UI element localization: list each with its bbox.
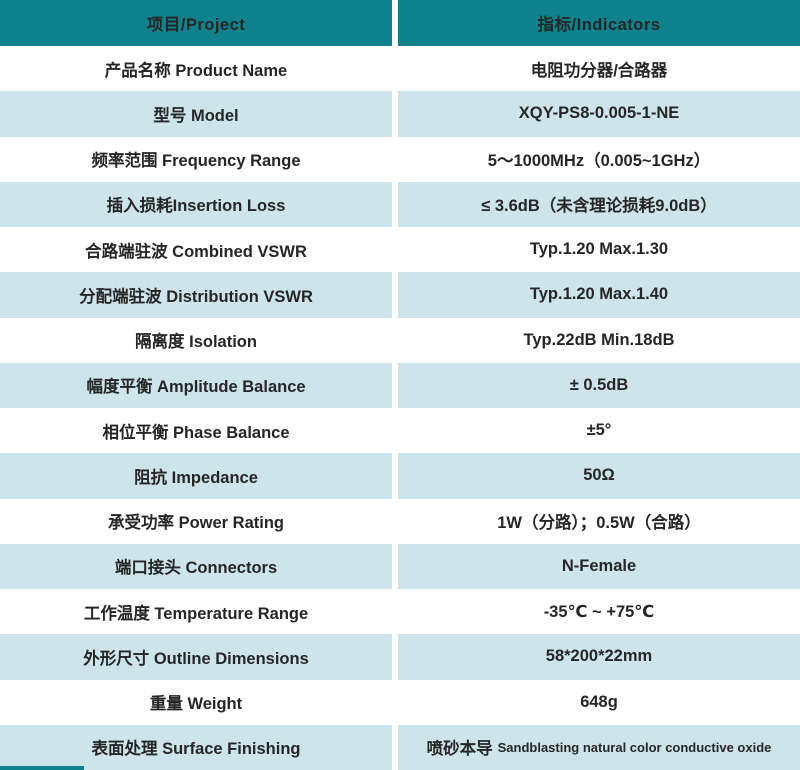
project-cell: 端口接头 Connectors [0,543,392,589]
table-row: 阻抗 Impedance 50Ω [0,453,800,499]
table-row: 工作温度 Temperature Range -35℃ ~ +75℃ [0,589,800,635]
indicator-cell: 5～1000MHz（0.005~1GHz） [398,136,800,182]
table-row: 表面处理 Surface Finishing 喷砂本导 Sandblasting n… [0,724,800,770]
column-divider [392,272,398,318]
project-cell: 插入损耗Insertion Loss [0,181,392,227]
project-cell: 合路端驻波 Combined VSWR [0,227,392,273]
table-row: 隔离度 Isolation Typ.22dB Min.18dB [0,317,800,363]
column-divider [392,589,398,635]
indicator-cell: 50Ω [398,453,800,499]
table-row: 幅度平衡 Amplitude Balance ± 0.5dB [0,362,800,408]
project-cell: 阻抗 Impedance [0,453,392,499]
project-cell: 产品名称 Product Name [0,46,392,92]
column-divider [392,0,398,46]
indicator-cell: 喷砂本导 Sandblasting natural color conductiv… [398,724,800,770]
column-divider [392,317,398,363]
table-row: 重量 Weight 648g [0,679,800,725]
column-divider [392,634,398,680]
indicator-cell: 58*200*22mm [398,634,800,680]
header-indicators: 指标/Indicators [398,0,800,46]
table-row: 型号 Model XQY-PS8-0.005-1-NE [0,91,800,137]
project-cell: 相位平衡 Phase Balance [0,408,392,454]
table-header-row: 项目/Project 指标/Indicators [0,0,800,46]
indicator-cell: Typ.22dB Min.18dB [398,317,800,363]
column-divider [392,362,398,408]
table-row: 外形尺寸 Outline Dimensions 58*200*22mm [0,634,800,680]
project-cell: 外形尺寸 Outline Dimensions [0,634,392,680]
indicator-cell: -35℃ ~ +75℃ [398,589,800,635]
column-divider [392,408,398,454]
column-divider [392,181,398,227]
header-project: 项目/Project [0,0,392,46]
table-row: 相位平衡 Phase Balance ±5° [0,408,800,454]
table-row: 分配端驻波 Distribution VSWR Typ.1.20 Max.1.40 [0,272,800,318]
project-cell: 分配端驻波 Distribution VSWR [0,272,392,318]
indicator-cell: ≤ 3.6dB（未含理论损耗9.0dB） [398,181,800,227]
indicator-cell: Typ.1.20 Max.1.30 [398,227,800,273]
project-cell: 承受功率 Power Rating [0,498,392,544]
column-divider [392,498,398,544]
column-divider [392,724,398,770]
indicator-cell: ±5° [398,408,800,454]
project-cell: 重量 Weight [0,679,392,725]
table-row: 频率范围 Frequency Range 5～1000MHz（0.005~1GHz… [0,136,800,182]
column-divider [392,543,398,589]
indicator-text-zh: 喷砂本导 [426,740,493,759]
project-cell: 隔离度 Isolation [0,317,392,363]
column-divider [392,46,398,92]
indicator-cell: Typ.1.20 Max.1.40 [398,272,800,318]
next-section-header-peek [0,766,84,770]
table-row: 插入损耗Insertion Loss ≤ 3.6dB（未含理论损耗9.0dB） [0,181,800,227]
indicator-cell: 1W（分路）；0.5W（合路） [398,498,800,544]
indicator-cell: ± 0.5dB [398,362,800,408]
column-divider [392,453,398,499]
project-cell: 表面处理 Surface Finishing [0,724,392,770]
indicator-cell: 648g [398,679,800,725]
indicator-cell: XQY-PS8-0.005-1-NE [398,91,800,137]
project-cell: 型号 Model [0,91,392,137]
table-row: 承受功率 Power Rating 1W（分路）；0.5W（合路） [0,498,800,544]
column-divider [392,679,398,725]
indicator-text-en: Sandblasting natural color conductive ox… [497,739,772,755]
column-divider [392,136,398,182]
project-cell: 工作温度 Temperature Range [0,589,392,635]
table-row: 产品名称 Product Name 电阻功分器/合路器 [0,46,800,92]
indicator-cell: 电阻功分器/合路器 [398,46,800,92]
column-divider [392,91,398,137]
column-divider [392,227,398,273]
table-row: 合路端驻波 Combined VSWR Typ.1.20 Max.1.30 [0,227,800,273]
table-row: 端口接头 Connectors N-Female [0,543,800,589]
project-cell: 幅度平衡 Amplitude Balance [0,362,392,408]
project-cell: 频率范围 Frequency Range [0,136,392,182]
indicator-cell: N-Female [398,543,800,589]
